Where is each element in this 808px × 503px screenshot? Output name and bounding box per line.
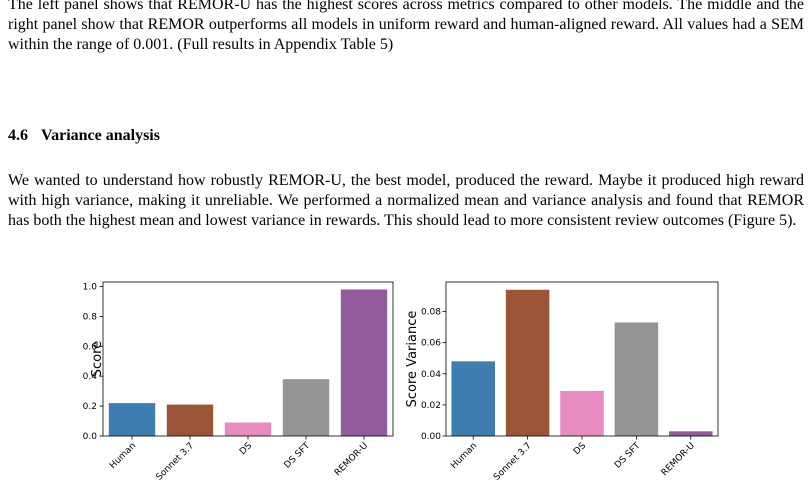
body-text: We wanted to understand how robustly REM… (8, 172, 804, 229)
bar-sonnet-3-7 (505, 289, 550, 436)
y-tick-label: 0.6 (83, 342, 98, 352)
y-tick-label: 0.4 (83, 372, 98, 382)
bar-ds (560, 390, 604, 436)
bar-ds (224, 422, 272, 436)
x-tick-label: REMOR-U (660, 441, 697, 478)
caption-paragraph: The left panel shows that REMOR-U has th… (8, 0, 804, 55)
x-tick-label: REMOR-U (333, 441, 370, 478)
section-number: 4.6 (8, 127, 28, 144)
y-axis-label: Score Variance (405, 311, 420, 408)
bar-ds-sft (282, 379, 330, 436)
y-tick-label: 0.8 (83, 312, 98, 322)
bar-remor-u (669, 431, 713, 436)
x-tick-label: Sonnet 3.7 (492, 441, 534, 483)
y-tick-label: 0.08 (421, 308, 441, 318)
bar-human (108, 403, 156, 436)
bar-human (451, 361, 495, 436)
y-tick-label: 1.0 (83, 282, 98, 292)
score-chart: 0.0 0.2 0.4 0.6 0.8 1.0 Human Sonnet 3.7 DS DS SF… (83, 281, 394, 483)
y-tick-label: 0.06 (421, 339, 441, 349)
x-tick-label: Sonnet 3.7 (154, 441, 196, 483)
x-tick-label: DS SFT (613, 441, 643, 471)
body-paragraph: We wanted to understand how robustly REM… (8, 171, 804, 231)
y-tick-label: 0.04 (421, 370, 441, 380)
bar-remor-u (340, 289, 388, 436)
x-tick-label: DS (238, 441, 254, 457)
bar-sonnet-3-7 (166, 404, 214, 436)
x-tick-label: Human (449, 441, 479, 471)
x-tick-label: DS (572, 441, 588, 457)
y-tick-label: 0.0 (83, 432, 98, 442)
y-tick-label: 0.2 (83, 402, 97, 412)
x-tick-label: DS SFT (283, 441, 313, 471)
y-axis-label: Score (90, 341, 105, 377)
bar-ds-sft (614, 322, 659, 436)
x-tick-label: Human (108, 441, 138, 471)
score-variance-chart: 0.00 0.02 0.04 0.06 0.08 Human Sonnet 3.7 DS DS … (405, 281, 719, 483)
section-title: Variance analysis (41, 127, 160, 144)
y-tick-label: 0.02 (421, 401, 441, 411)
y-tick-label: 0.00 (421, 432, 441, 442)
caption-text: The left panel shows that REMOR-U has th… (8, 0, 804, 53)
section-heading: 4.6 Variance analysis (8, 127, 160, 145)
